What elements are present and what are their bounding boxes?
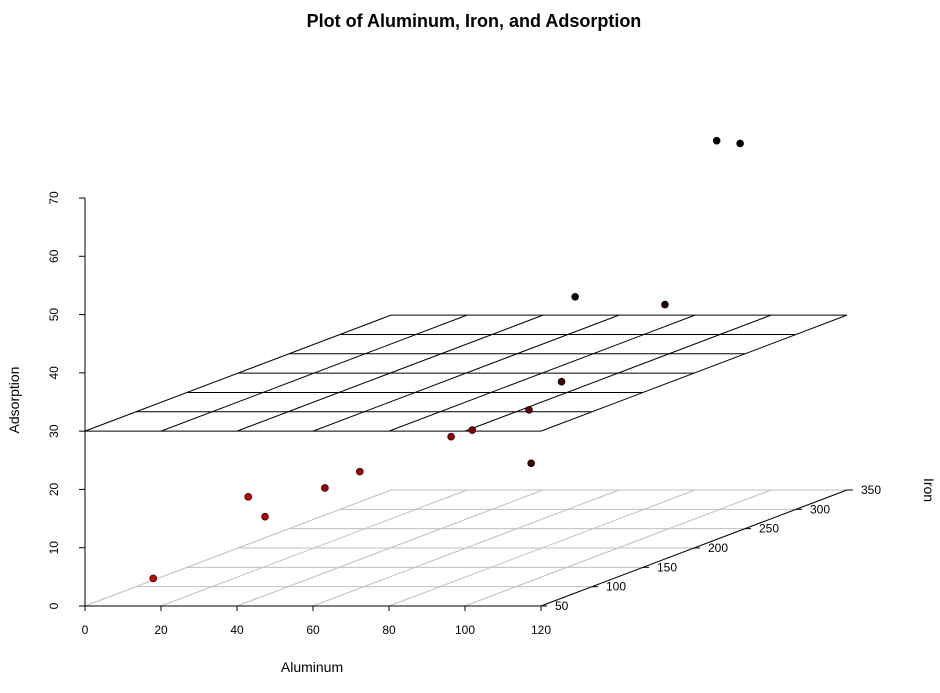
fitted-plane [84,314,848,432]
x-tick-label: 100 [455,623,475,637]
z-axis-ticks: 50 100 150 200 250 300 350 [541,483,881,613]
data-point [525,406,533,414]
floor-grid [84,489,848,607]
data-point [356,467,364,476]
z-tick-label: 150 [657,560,677,574]
y-tick-label: 10 [47,541,61,555]
z-tick-label: 300 [810,502,830,516]
data-point [712,136,721,145]
data-points [149,136,744,583]
x-tick-label: 120 [531,623,551,637]
y-tick-label: 40 [47,366,61,380]
x-axis-ticks: 0 20 40 60 80 100 120 [82,606,551,637]
data-point [527,459,535,468]
y-axis-label: Adsorption [6,367,22,434]
data-point [468,426,477,434]
y-tick-label: 70 [47,191,61,205]
data-point [447,432,455,441]
z-tick-label: 250 [759,522,779,536]
z-tick-label: 50 [555,599,569,613]
data-point [557,377,566,386]
data-point [661,300,669,309]
z-tick-label: 200 [708,541,728,555]
z-tick-label: 350 [861,483,881,497]
x-tick-label: 40 [230,623,244,637]
data-point [321,484,329,492]
data-point [149,574,158,583]
y-axis-ticks: 0 10 20 30 40 50 60 70 [47,191,85,609]
chart-title: Plot of Aluminum, Iron, and Adsorption [307,11,642,31]
x-axis-label: Aluminum [281,659,343,675]
y-tick-label: 30 [47,424,61,438]
data-point [261,512,269,521]
data-point [736,139,744,148]
x-tick-label: 80 [382,623,396,637]
y-tick-label: 60 [47,249,61,263]
y-tick-label: 20 [47,482,61,496]
data-point [571,292,579,301]
y-tick-label: 50 [47,308,61,322]
data-point [244,493,253,501]
z-axis-label: Iron [921,478,937,502]
y-tick-label: 0 [47,602,61,609]
z-tick-label: 100 [606,580,626,594]
x-tick-label: 0 [82,623,89,637]
x-tick-label: 20 [154,623,168,637]
x-tick-label: 60 [306,623,320,637]
